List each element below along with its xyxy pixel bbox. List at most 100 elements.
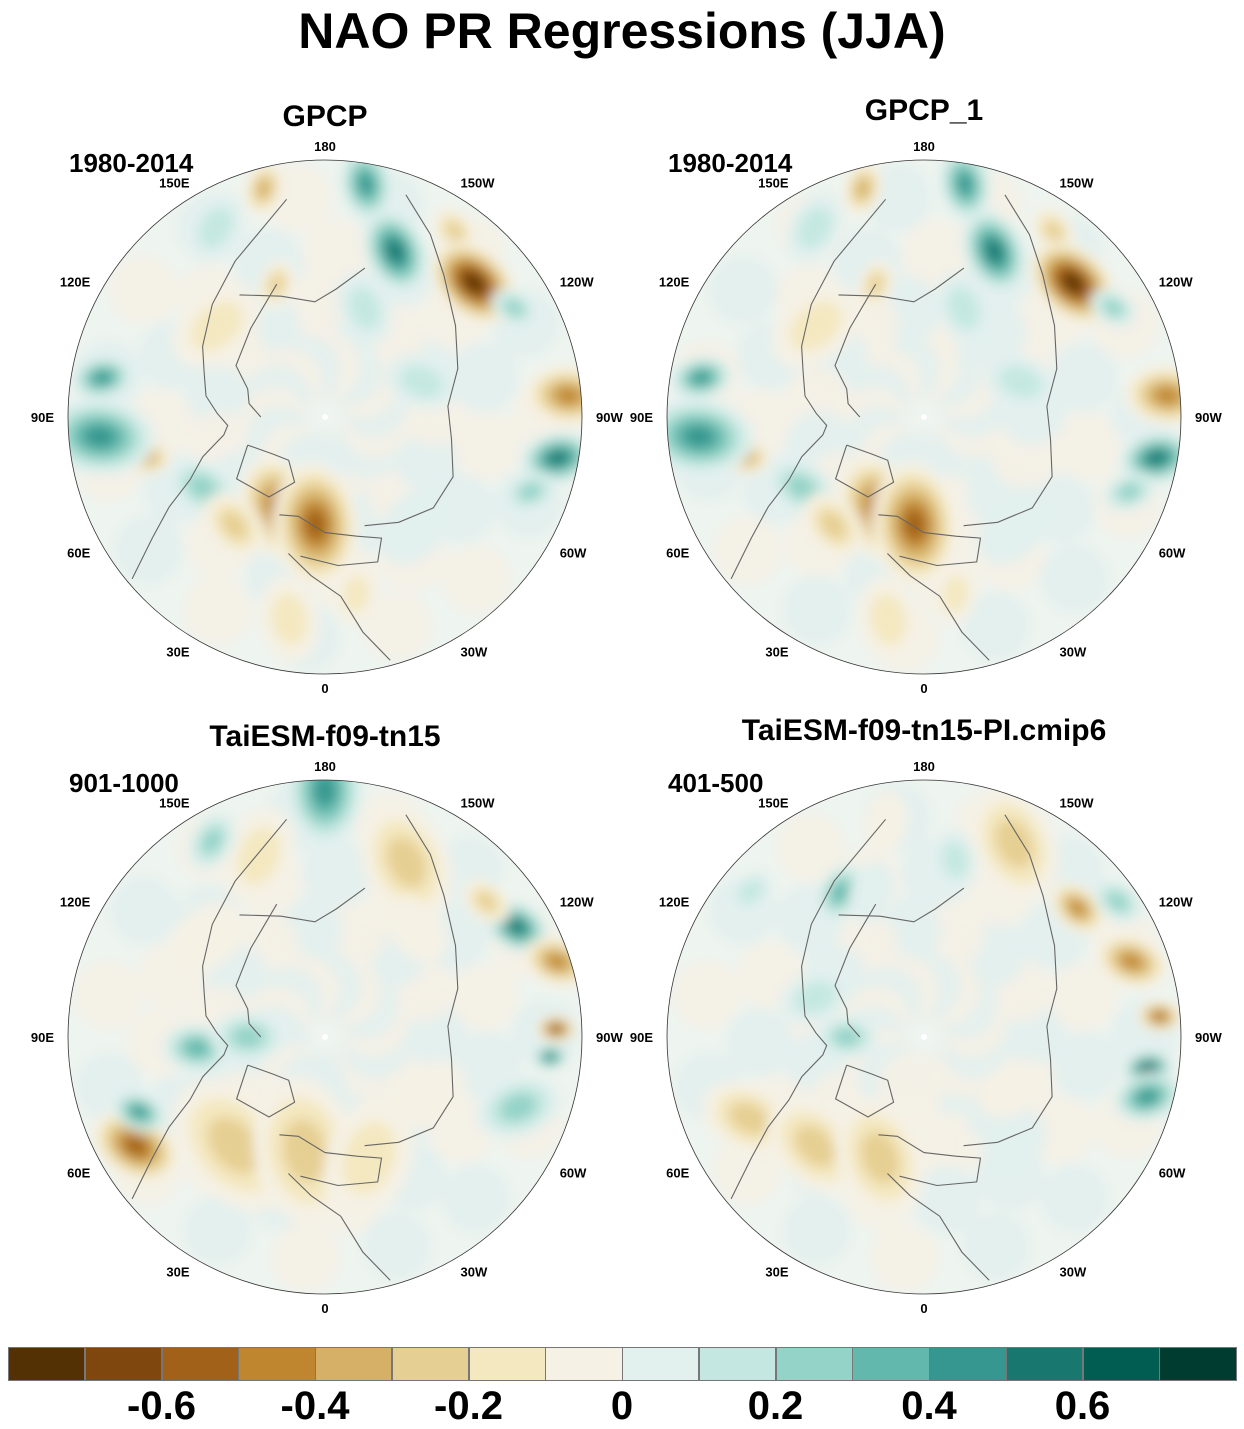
coastline xyxy=(288,553,391,661)
coastline xyxy=(838,887,965,923)
longitude-label: 120W xyxy=(1159,275,1194,290)
period-label: 401-500 xyxy=(668,768,764,798)
contour-patch xyxy=(552,1026,561,1032)
longitude-label: 120W xyxy=(560,895,595,910)
contour-patch xyxy=(190,301,244,351)
contour-patch xyxy=(833,1027,861,1047)
contour-patch xyxy=(131,1106,147,1118)
longitude-label: 150W xyxy=(1060,175,1095,190)
coastline xyxy=(235,444,296,498)
longitude-label: 30E xyxy=(166,645,189,660)
coastline xyxy=(834,903,877,1038)
contour-patch xyxy=(546,1053,555,1060)
contour-patch xyxy=(1070,901,1086,916)
contour-patch xyxy=(728,1102,770,1135)
contour-patch xyxy=(518,483,542,501)
contour-patch xyxy=(500,1093,537,1121)
contour-patch xyxy=(870,593,907,646)
colorbar-bin xyxy=(698,1347,776,1381)
contour-patch xyxy=(1103,299,1124,317)
map-border xyxy=(67,779,583,1295)
panel-taiesm-pi: 180 150E 120E 90E 60E 30E 0 30W 60W 90W 120W 150W T… xyxy=(624,714,1224,1314)
colorbar xyxy=(8,1347,1237,1381)
longitude-label: 180 xyxy=(314,759,336,774)
coastline xyxy=(730,198,887,580)
contour-patch xyxy=(1148,452,1166,465)
contour-patch xyxy=(314,780,336,806)
contour-patch xyxy=(271,593,308,646)
north-pole-marker xyxy=(322,414,328,420)
coastline xyxy=(878,514,982,567)
colorbar-bin xyxy=(929,1347,1007,1381)
contour-patch xyxy=(737,879,764,905)
longitude-label: 30W xyxy=(461,645,488,660)
contour-patch xyxy=(282,1119,328,1183)
longitude-label: 90E xyxy=(31,410,54,425)
coastline xyxy=(834,444,895,498)
contour-patch xyxy=(1117,483,1141,501)
coastline xyxy=(887,553,990,661)
colorbar-bin xyxy=(468,1347,546,1381)
coastline xyxy=(834,1064,895,1118)
colorbar-bin xyxy=(161,1347,239,1381)
contour-patch xyxy=(556,387,581,404)
contour-patch xyxy=(358,174,374,195)
longitude-label: 150E xyxy=(159,795,190,810)
contour-patch xyxy=(384,1061,466,1129)
contour-patch xyxy=(942,575,969,613)
longitude-label: 30W xyxy=(1060,1265,1087,1280)
colorbar-bin xyxy=(1005,1347,1083,1381)
longitude-label: 60E xyxy=(67,546,90,561)
panel-gpcp: 180 150E 120E 90E 60E 30E 0 30W 60W 90W 120W 150W G… xyxy=(25,100,625,700)
colorbar-label: -0.4 xyxy=(280,1384,350,1428)
colorbar-bin xyxy=(1159,1347,1237,1381)
contour-patch xyxy=(386,836,427,888)
coastline xyxy=(364,194,459,527)
contour-patch xyxy=(187,475,218,501)
coastline xyxy=(279,1134,383,1187)
contour-patch xyxy=(819,511,847,540)
coastline xyxy=(131,818,288,1200)
longitude-label: 60W xyxy=(1159,1166,1186,1181)
longitude-label: 60E xyxy=(67,1166,90,1181)
coastline xyxy=(239,887,366,923)
period-label: 901-1000 xyxy=(69,768,179,798)
coastline xyxy=(239,267,366,303)
longitude-label: 60E xyxy=(666,546,689,561)
coastline xyxy=(963,194,1058,527)
colorbar-bin xyxy=(775,1347,853,1381)
contour-patch xyxy=(84,426,116,448)
contour-patch xyxy=(789,301,843,351)
contour-patch xyxy=(207,1116,261,1174)
north-pole-marker xyxy=(921,1034,927,1040)
contour-patch xyxy=(387,241,403,262)
longitude-label: 150E xyxy=(758,175,789,190)
longitude-label: 180 xyxy=(913,759,935,774)
longitude-label: 120E xyxy=(60,275,91,290)
contour-patch xyxy=(942,841,969,879)
panel-title: TaiESM-f09-tn15 xyxy=(209,720,441,753)
contour-patch xyxy=(904,510,925,539)
contour-patch xyxy=(384,895,447,962)
contour-patch xyxy=(692,371,710,384)
longitude-label: 0 xyxy=(920,681,927,694)
coastline xyxy=(834,283,877,418)
contour-patch xyxy=(476,891,497,912)
contour-patch xyxy=(231,1026,264,1048)
longitude-label: 120E xyxy=(659,895,690,910)
coastline xyxy=(279,514,383,567)
panel-title: GPCP xyxy=(282,100,368,133)
colorbar-bin xyxy=(8,1347,86,1381)
longitude-label: 0 xyxy=(321,1301,328,1316)
coastline xyxy=(730,818,887,1200)
contour-patch xyxy=(994,819,1034,869)
contour-patch xyxy=(93,371,111,384)
coastline xyxy=(235,903,278,1038)
contour-patch xyxy=(998,365,1043,399)
colorbar-bin xyxy=(622,1347,700,1381)
contour-patch xyxy=(399,365,444,399)
longitude-label: 30W xyxy=(461,1265,488,1280)
contour-patch xyxy=(1138,1090,1157,1104)
contour-patch xyxy=(168,901,246,975)
contour-patch xyxy=(1106,891,1129,911)
